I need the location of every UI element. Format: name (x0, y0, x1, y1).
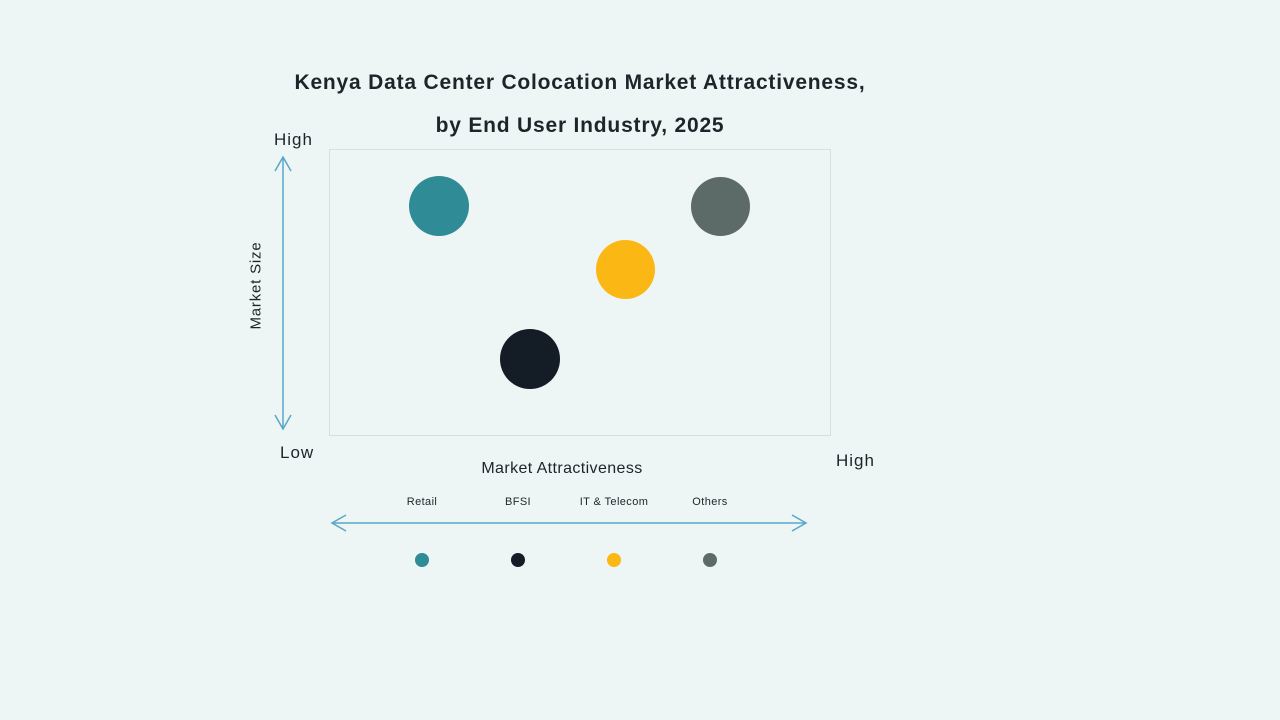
legend-dot-it-telecom (607, 553, 621, 567)
y-axis-title: Market Size (247, 241, 265, 330)
x-axis-arrow (330, 514, 808, 532)
plot-area (329, 149, 831, 436)
legend-label-it-telecom: IT & Telecom (579, 496, 649, 508)
y-axis-low-label: Low (280, 443, 315, 462)
legend-dot-cell (662, 553, 758, 567)
legend-label-bfsi: BFSI (504, 496, 532, 508)
bubble-it-telecom (595, 240, 655, 300)
legend-dots-row (374, 553, 758, 567)
chart-title: Kenya Data Center Colocation Market Attr… (180, 70, 980, 139)
legend-dot-cell (470, 553, 566, 567)
legend-dot-others (703, 553, 717, 567)
bubble-others (691, 176, 751, 236)
chart-title-line1: Kenya Data Center Colocation Market Attr… (294, 71, 866, 94)
legend-label-retail: Retail (406, 496, 438, 508)
legend-dot-cell (566, 553, 662, 567)
bubble-retail (409, 176, 470, 237)
legend-labels-row: Retail BFSI IT & Telecom Others (374, 496, 758, 508)
y-axis-arrow (274, 155, 292, 431)
y-axis-high-label: High (274, 130, 313, 149)
x-axis-high-label: High (836, 451, 875, 470)
legend-dot-bfsi (511, 553, 525, 567)
legend-label-others: Others (692, 496, 728, 508)
bubble-bfsi (499, 328, 560, 389)
legend-dot-cell (374, 553, 470, 567)
chart-title-line2: by End User Industry, 2025 (435, 114, 725, 137)
legend-dot-retail (415, 553, 429, 567)
x-axis-title: Market Attractiveness (481, 460, 643, 477)
